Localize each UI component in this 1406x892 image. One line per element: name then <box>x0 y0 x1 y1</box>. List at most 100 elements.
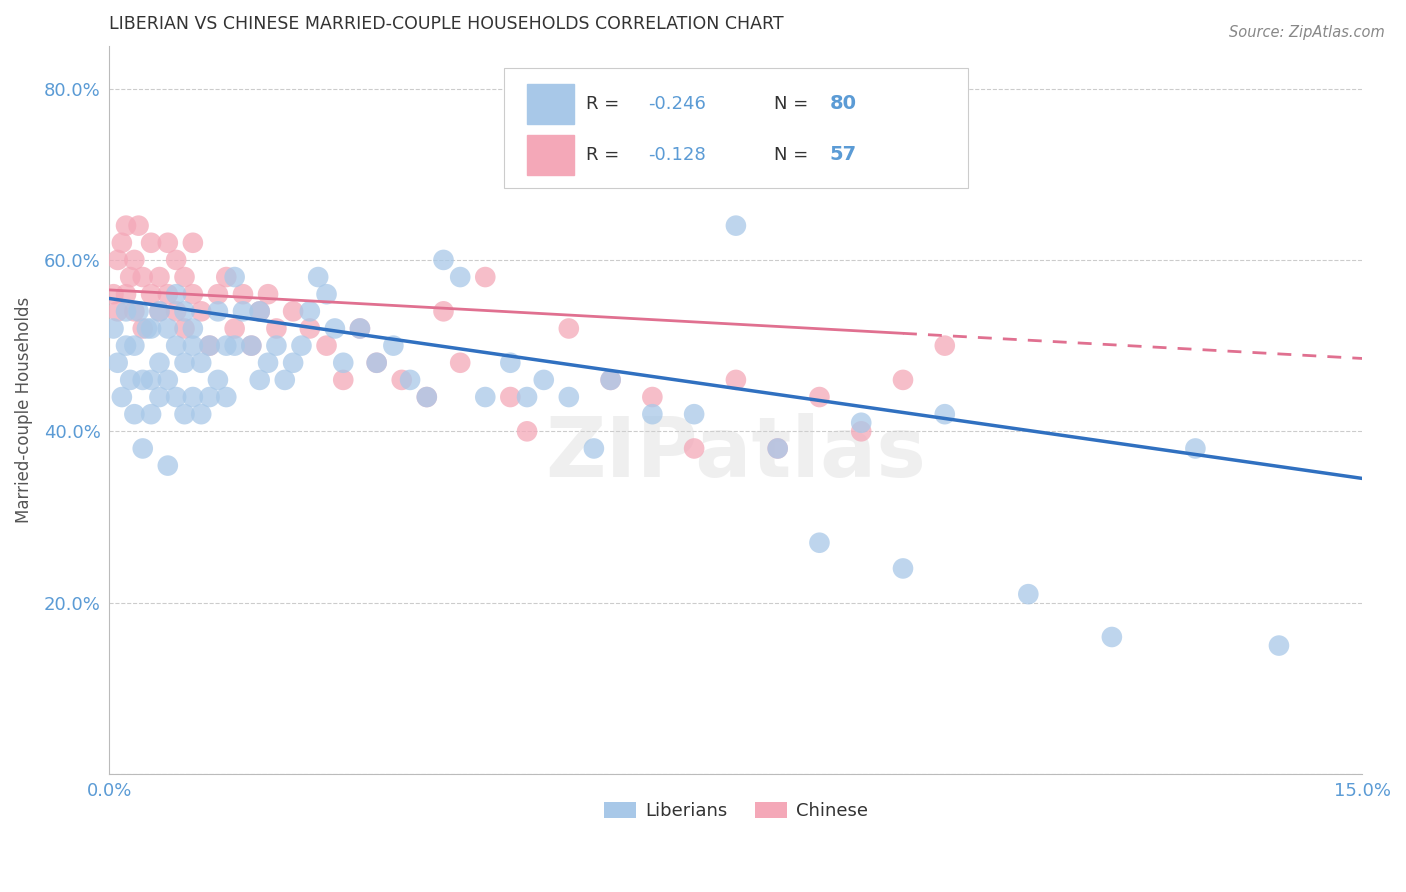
Point <box>165 304 187 318</box>
Text: ZIPatlas: ZIPatlas <box>546 413 927 494</box>
Point <box>599 373 621 387</box>
Point <box>274 373 297 387</box>
Y-axis label: Married-couple Households: Married-couple Households <box>15 297 32 523</box>
Point <box>432 304 454 318</box>
Point <box>432 252 454 267</box>
Point <box>215 390 238 404</box>
Point <box>139 407 162 421</box>
Point <box>399 373 422 387</box>
Point <box>132 373 155 387</box>
Point <box>139 321 162 335</box>
Point <box>641 407 664 421</box>
Point <box>332 356 354 370</box>
Point <box>111 390 134 404</box>
Point <box>724 373 747 387</box>
Point <box>683 442 706 456</box>
Point <box>281 356 304 370</box>
Point <box>499 390 522 404</box>
Point <box>120 270 142 285</box>
Point <box>516 390 538 404</box>
Point <box>599 373 621 387</box>
Point <box>249 373 271 387</box>
Point <box>190 407 212 421</box>
Point <box>891 561 914 575</box>
Point <box>181 338 204 352</box>
Point <box>173 304 195 318</box>
Point <box>156 458 179 473</box>
Point <box>315 338 337 352</box>
Point <box>416 390 439 404</box>
Point <box>349 321 371 335</box>
Point <box>474 270 496 285</box>
Point <box>1101 630 1123 644</box>
Point <box>190 356 212 370</box>
Point <box>215 270 238 285</box>
Point <box>1017 587 1039 601</box>
Text: N =: N = <box>773 146 814 164</box>
Text: -0.128: -0.128 <box>648 146 706 164</box>
Point <box>107 252 129 267</box>
Point <box>124 252 146 267</box>
Point <box>249 304 271 318</box>
Point <box>240 338 263 352</box>
FancyBboxPatch shape <box>527 84 574 124</box>
Point <box>366 356 388 370</box>
Point <box>349 321 371 335</box>
Point <box>266 338 288 352</box>
Point <box>198 390 221 404</box>
Point <box>766 442 789 456</box>
Point <box>449 356 471 370</box>
Point <box>315 287 337 301</box>
Point <box>124 407 146 421</box>
Point <box>266 321 288 335</box>
Point <box>165 338 187 352</box>
Point <box>139 287 162 301</box>
Point <box>232 304 254 318</box>
Point <box>499 356 522 370</box>
Point <box>115 219 138 233</box>
Point <box>156 373 179 387</box>
Point <box>148 390 170 404</box>
Point <box>198 338 221 352</box>
Text: LIBERIAN VS CHINESE MARRIED-COUPLE HOUSEHOLDS CORRELATION CHART: LIBERIAN VS CHINESE MARRIED-COUPLE HOUSE… <box>110 15 785 33</box>
Point <box>124 338 146 352</box>
Point <box>181 321 204 335</box>
Point <box>298 304 321 318</box>
Point <box>107 356 129 370</box>
Text: 57: 57 <box>830 145 858 164</box>
Point <box>156 287 179 301</box>
Point <box>207 304 229 318</box>
Point <box>474 390 496 404</box>
Point <box>173 270 195 285</box>
Point <box>724 219 747 233</box>
Point <box>165 390 187 404</box>
Point <box>257 287 280 301</box>
Point <box>298 321 321 335</box>
Point <box>190 304 212 318</box>
Point <box>891 373 914 387</box>
Point <box>516 425 538 439</box>
Point <box>173 356 195 370</box>
Text: Source: ZipAtlas.com: Source: ZipAtlas.com <box>1229 25 1385 40</box>
Point <box>148 270 170 285</box>
Point <box>215 338 238 352</box>
Point <box>148 356 170 370</box>
Text: R =: R = <box>585 146 624 164</box>
Point <box>323 321 346 335</box>
Point <box>851 416 873 430</box>
Point <box>683 407 706 421</box>
Point <box>148 304 170 318</box>
Point <box>851 425 873 439</box>
Point <box>224 321 246 335</box>
Point <box>366 356 388 370</box>
Point <box>181 235 204 250</box>
Point <box>240 338 263 352</box>
Point <box>120 373 142 387</box>
Point <box>173 321 195 335</box>
Point <box>181 390 204 404</box>
Point <box>207 373 229 387</box>
Point <box>207 287 229 301</box>
Point <box>766 442 789 456</box>
Point <box>1268 639 1291 653</box>
Point <box>224 338 246 352</box>
